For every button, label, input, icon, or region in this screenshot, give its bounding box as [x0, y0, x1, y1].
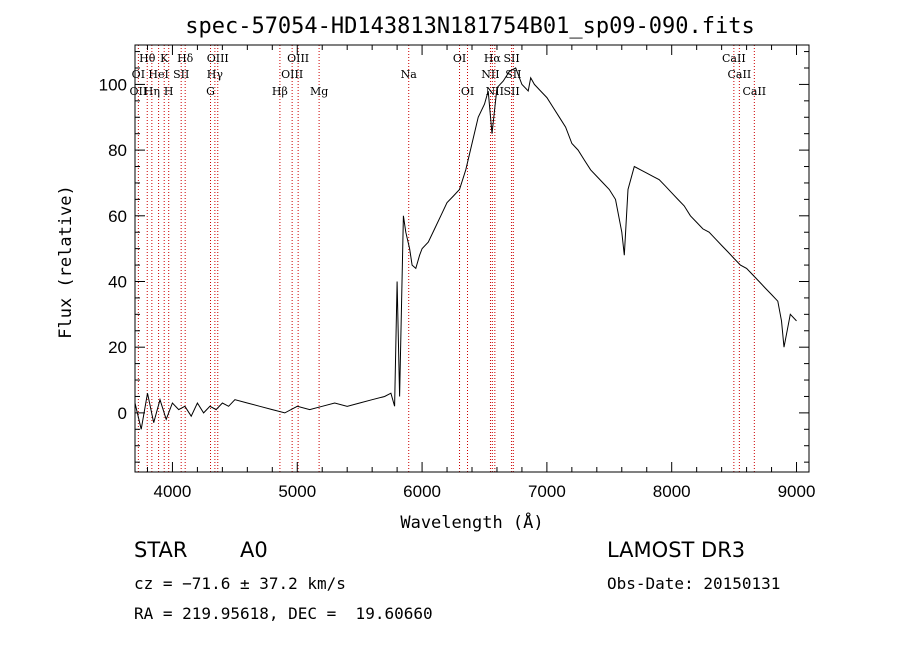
x-tick-label: 7000: [528, 482, 566, 501]
line-marker-label: OIII: [287, 52, 309, 65]
line-marker-label: OI: [461, 85, 474, 98]
line-marker-label: Hη: [144, 85, 160, 98]
line-marker-label: Hβ: [272, 85, 288, 98]
x-axis-ticks: 4000 5000 6000 7000 8000 9000: [146, 45, 816, 501]
plot-frame: [134, 44, 810, 473]
y-tick-label: 60: [108, 207, 127, 226]
line-marker-label: OII: [130, 85, 148, 98]
line-marker-label: CaII: [742, 85, 766, 98]
line-marker-label: OI: [132, 68, 145, 81]
y-tick-label: 20: [108, 338, 127, 357]
line-marker-label: OI: [453, 52, 466, 65]
line-marker-label: SII: [503, 52, 519, 65]
x-tick-label: 8000: [653, 482, 691, 501]
line-marker-label: H: [164, 85, 174, 98]
line-marker-label: Na: [401, 68, 418, 81]
line-marker-label: NII: [481, 68, 499, 81]
line-marker-label: SII: [503, 85, 519, 98]
line-marker-label: SII: [173, 68, 189, 81]
line-marker-label: NII: [486, 85, 504, 98]
chart-title: spec-57054-HD143813N181754B01_sp09-090.f…: [185, 14, 755, 39]
line-marker-label: HeI: [148, 68, 168, 81]
y-tick-label: 100: [99, 75, 127, 94]
line-marker-label: Hγ: [207, 68, 224, 81]
line-marker-label: Hθ: [139, 52, 156, 65]
y-tick-label: 40: [108, 272, 127, 291]
x-tick-label: 6000: [403, 482, 441, 501]
x-axis-label: Wavelength (Å): [400, 511, 543, 533]
redshift-velocity: cz = −71.6 ± 37.2 km/s: [134, 574, 346, 593]
coordinates: RA = 219.95618, DEC = 19.60660: [134, 604, 433, 623]
observation-date: Obs-Date: 20150131: [607, 574, 781, 593]
line-marker-label: OIII: [281, 68, 303, 81]
line-marker-label: OIII: [207, 52, 229, 65]
y-tick-label: 80: [108, 141, 127, 160]
y-axis-label: Flux (relative): [56, 185, 76, 339]
y-tick-label: 0: [118, 404, 127, 423]
line-marker-label: Hα: [484, 52, 502, 65]
y-axis-ticks: 0 20 40 60 80 100: [99, 51, 809, 463]
line-markers: [137, 45, 755, 472]
survey-name: LAMOST DR3: [607, 538, 746, 562]
line-marker-label: CaII: [722, 52, 746, 65]
line-marker-label: CaII: [728, 68, 752, 81]
object-subclass: A0: [240, 538, 268, 562]
line-marker-label: Hδ: [177, 52, 194, 65]
line-marker-label: Mg: [310, 85, 328, 98]
x-tick-label: 4000: [154, 482, 192, 501]
spectrum-line: [134, 67, 797, 430]
object-class: STAR: [134, 538, 188, 562]
line-marker-label: K: [160, 52, 169, 65]
x-tick-label: 9000: [778, 482, 816, 501]
line-marker-label: G: [206, 85, 215, 98]
x-tick-label: 5000: [278, 482, 316, 501]
